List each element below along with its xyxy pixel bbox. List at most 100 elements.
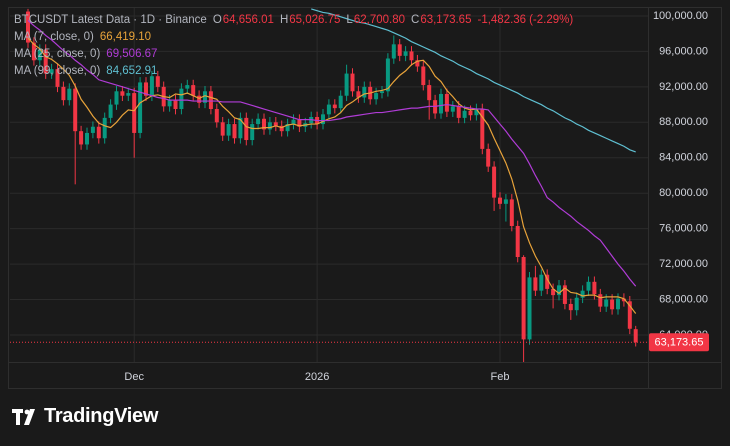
ohlc-prefix: H — [279, 14, 289, 26]
candle-body — [226, 124, 231, 136]
legend-header: BTCUSDT Latest Data · 1D · Binance O64,6… — [14, 12, 573, 29]
candle-body — [102, 117, 107, 139]
candle-body — [350, 73, 355, 92]
candle-body — [273, 122, 278, 126]
last-price-label: 63,173.65 — [655, 337, 704, 349]
ohlc-value: 65,026.75 — [289, 14, 341, 26]
candle-body — [527, 277, 532, 340]
candle-body — [580, 290, 585, 298]
candle-body — [185, 85, 190, 89]
candle-body — [427, 85, 432, 101]
candle-body — [409, 51, 414, 61]
indicator-value: 84,652.91 — [106, 65, 158, 77]
last-price-tag — [649, 333, 709, 352]
candle-body — [450, 106, 455, 112]
candle-body — [374, 93, 379, 100]
candle-body — [238, 117, 243, 139]
candle-body — [521, 256, 526, 340]
candle-body — [138, 82, 143, 133]
indicator-value: 69,506.67 — [106, 48, 158, 60]
candle-body — [574, 297, 579, 311]
candle-body — [444, 93, 449, 112]
candle-body — [385, 58, 390, 92]
candle-body — [539, 274, 544, 291]
candle-body — [515, 225, 520, 257]
candle-body — [362, 86, 367, 98]
x-tick-label: Feb — [491, 371, 510, 383]
candle-body — [509, 199, 514, 226]
ohlc-item: L62,700.80 — [346, 12, 405, 29]
candle-body — [627, 301, 632, 329]
y-tick-label: 80,000.00 — [659, 187, 708, 199]
candle-body — [250, 124, 255, 141]
change-value: -1,482.36 — [477, 14, 527, 26]
candle-body — [421, 66, 426, 86]
candle-body — [474, 109, 479, 116]
y-tick-label: 72,000.00 — [659, 258, 708, 270]
x-tick-label: 2026 — [305, 371, 329, 383]
ohlc-value: 63,173.65 — [420, 14, 472, 26]
plot-area — [10, 8, 648, 362]
y-tick-label: 96,000.00 — [659, 45, 708, 57]
candle-body — [391, 44, 396, 59]
ohlc-item: H65,026.75 — [280, 12, 340, 29]
candle-body — [403, 51, 408, 56]
candle-body — [498, 197, 502, 204]
candle-body — [67, 88, 72, 101]
candle-body — [439, 93, 443, 114]
candle-body — [262, 118, 266, 130]
candle-body — [96, 126, 101, 139]
candle-body — [126, 93, 131, 96]
candle-body — [610, 299, 615, 310]
axes: 100,000.00 96,000.00 92,000.00 88,000.00 84,… — [124, 10, 709, 383]
legend: BTCUSDT Latest Data · 1D · Binance O64,6… — [14, 12, 573, 80]
candle-body — [208, 91, 213, 110]
ohlc-value: 64,656.01 — [222, 14, 274, 26]
candle-body — [568, 303, 573, 311]
candle-body — [326, 104, 331, 115]
candle-body — [85, 132, 89, 145]
candle-body — [592, 281, 597, 295]
moving-average-line — [27, 19, 637, 287]
indicator-name: MA (7, close, 0) — [14, 31, 94, 43]
candle-body — [285, 124, 290, 132]
candle-body — [356, 91, 361, 98]
candle-body — [633, 329, 638, 343]
candle-body — [492, 166, 497, 198]
grid — [10, 8, 648, 362]
y-tick-label: 88,000.00 — [659, 116, 708, 128]
candle-body — [468, 110, 473, 116]
candle-body — [267, 122, 272, 130]
candle-body — [214, 109, 219, 123]
indicator-row: MA (99, close, 0) 84,652.91 — [14, 63, 573, 80]
candle-body — [557, 285, 561, 296]
brand-logo — [12, 409, 35, 425]
moving-average-line — [311, 8, 636, 153]
y-tick-label: 84,000.00 — [659, 152, 708, 164]
indicator-row: MA (25, close, 0) 69,506.67 — [14, 46, 573, 63]
candle-body — [380, 91, 384, 94]
candle-body — [533, 277, 538, 291]
candle-body — [397, 44, 402, 56]
candle-body — [551, 288, 556, 296]
candle-body — [191, 85, 196, 96]
candle-body — [562, 285, 567, 304]
candle-body — [31, 42, 36, 61]
candle-body — [167, 100, 172, 107]
candle-body — [144, 82, 148, 96]
y-tick-label: 92,000.00 — [659, 81, 708, 93]
candle-body — [332, 104, 337, 109]
candle-body — [256, 118, 261, 125]
candle-body — [179, 88, 184, 110]
candle-body — [173, 100, 178, 110]
candle-body — [232, 124, 237, 139]
candle-body — [43, 49, 48, 74]
change-percent: (-2.29%) — [529, 14, 574, 26]
ohlc-item: O64,656.01 — [213, 12, 274, 29]
candle-body — [155, 76, 160, 87]
candle-body — [220, 122, 225, 136]
y-tick-label: 68,000.00 — [659, 293, 708, 305]
candle-body — [132, 93, 137, 133]
